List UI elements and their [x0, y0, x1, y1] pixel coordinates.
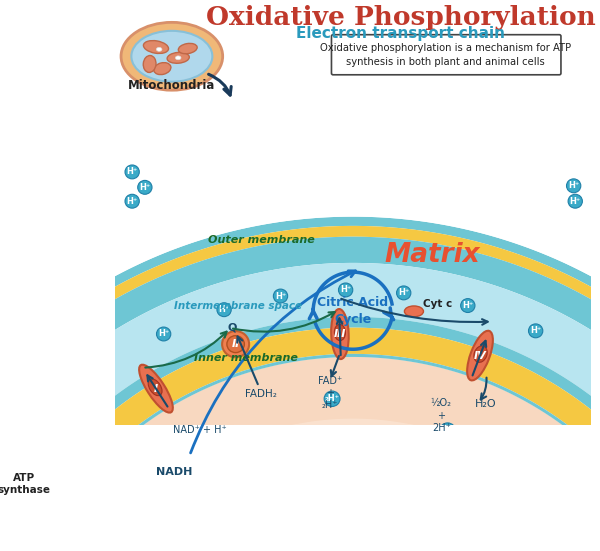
Text: ATP
synthase: ATP synthase — [0, 473, 51, 495]
Text: ½O₂
+
2H⁺: ½O₂ + 2H⁺ — [431, 398, 452, 433]
Text: NAD⁺ + H⁺: NAD⁺ + H⁺ — [173, 425, 227, 435]
Ellipse shape — [175, 56, 181, 60]
Ellipse shape — [157, 327, 171, 341]
Ellipse shape — [404, 306, 424, 317]
Polygon shape — [0, 217, 600, 534]
Ellipse shape — [461, 299, 475, 312]
Ellipse shape — [139, 365, 173, 413]
Text: H⁺: H⁺ — [127, 168, 138, 176]
Polygon shape — [86, 419, 600, 551]
Text: H⁺: H⁺ — [569, 197, 581, 206]
Ellipse shape — [52, 466, 66, 478]
Text: H⁺: H⁺ — [88, 480, 99, 489]
Text: ADP
+
Pᵢ: ADP + Pᵢ — [65, 515, 89, 551]
Text: II: II — [232, 339, 240, 349]
Text: ₂H⁺: ₂H⁺ — [325, 395, 340, 403]
Polygon shape — [26, 357, 600, 551]
Ellipse shape — [148, 379, 162, 396]
Text: Inner membrane: Inner membrane — [194, 353, 298, 363]
Ellipse shape — [222, 331, 249, 357]
Polygon shape — [115, 0, 591, 178]
Polygon shape — [0, 0, 600, 531]
Ellipse shape — [125, 195, 139, 208]
Ellipse shape — [467, 331, 493, 380]
Text: H⁺: H⁺ — [462, 301, 473, 310]
Text: Matrix: Matrix — [385, 242, 480, 268]
Text: H⁺: H⁺ — [275, 291, 286, 300]
Text: Electron transport chain: Electron transport chain — [296, 26, 505, 41]
Text: FAD⁺
+
₂H⁺: FAD⁺ + ₂H⁺ — [317, 376, 342, 410]
Text: I: I — [154, 383, 158, 393]
Polygon shape — [0, 328, 600, 551]
Ellipse shape — [331, 309, 349, 359]
Ellipse shape — [157, 47, 162, 51]
Text: H₂O: H₂O — [475, 398, 496, 409]
Text: H⁺: H⁺ — [218, 305, 230, 314]
Text: H⁺: H⁺ — [340, 285, 351, 294]
Polygon shape — [23, 354, 600, 551]
Polygon shape — [100, 481, 124, 507]
Text: Citric Acid
Cycle: Citric Acid Cycle — [317, 296, 388, 326]
Text: FADH₂: FADH₂ — [245, 389, 277, 399]
Text: Oxidative phosphorylation is a mechanism for ATP
synthesis in both plant and ani: Oxidative phosphorylation is a mechanism… — [320, 43, 571, 67]
Text: H⁺: H⁺ — [398, 288, 409, 298]
Ellipse shape — [167, 52, 189, 63]
Ellipse shape — [131, 31, 212, 82]
Ellipse shape — [440, 423, 455, 439]
Ellipse shape — [274, 289, 287, 303]
Text: H⁺: H⁺ — [139, 183, 151, 192]
Ellipse shape — [529, 324, 543, 338]
Ellipse shape — [86, 477, 101, 491]
Ellipse shape — [334, 325, 346, 341]
Ellipse shape — [217, 302, 231, 317]
Text: H⁺: H⁺ — [158, 329, 169, 338]
Text: Outer membrane: Outer membrane — [208, 235, 315, 245]
Ellipse shape — [568, 195, 583, 208]
Polygon shape — [0, 317, 600, 551]
Text: Intermembrane space: Intermembrane space — [174, 301, 302, 311]
Text: III: III — [334, 329, 346, 339]
Polygon shape — [0, 237, 600, 547]
Polygon shape — [0, 263, 600, 551]
Ellipse shape — [227, 336, 244, 353]
Ellipse shape — [138, 180, 152, 195]
Ellipse shape — [324, 391, 340, 407]
Ellipse shape — [338, 283, 353, 297]
Ellipse shape — [41, 457, 79, 488]
Ellipse shape — [125, 165, 139, 179]
Polygon shape — [26, 357, 600, 551]
Text: H⁺: H⁺ — [530, 326, 541, 336]
Text: ATP: ATP — [102, 490, 121, 499]
Text: H⁺: H⁺ — [568, 181, 579, 190]
Text: ₂H⁺: ₂H⁺ — [440, 426, 455, 435]
Ellipse shape — [121, 23, 223, 90]
Text: NADH: NADH — [155, 467, 192, 477]
Text: Q: Q — [228, 322, 237, 332]
Polygon shape — [0, 226, 600, 538]
Ellipse shape — [143, 41, 169, 53]
Text: H⁺: H⁺ — [127, 197, 138, 206]
Ellipse shape — [474, 346, 487, 363]
Text: Cyt c: Cyt c — [424, 299, 453, 310]
FancyBboxPatch shape — [331, 35, 561, 75]
Ellipse shape — [397, 286, 411, 300]
Ellipse shape — [154, 63, 171, 74]
Ellipse shape — [566, 179, 581, 193]
Text: IV: IV — [473, 350, 487, 360]
Ellipse shape — [178, 44, 197, 54]
Ellipse shape — [143, 56, 156, 72]
Text: Oxidative Phosphorylation: Oxidative Phosphorylation — [206, 5, 595, 30]
Text: Mitochondria: Mitochondria — [128, 79, 215, 92]
FancyBboxPatch shape — [58, 514, 97, 551]
